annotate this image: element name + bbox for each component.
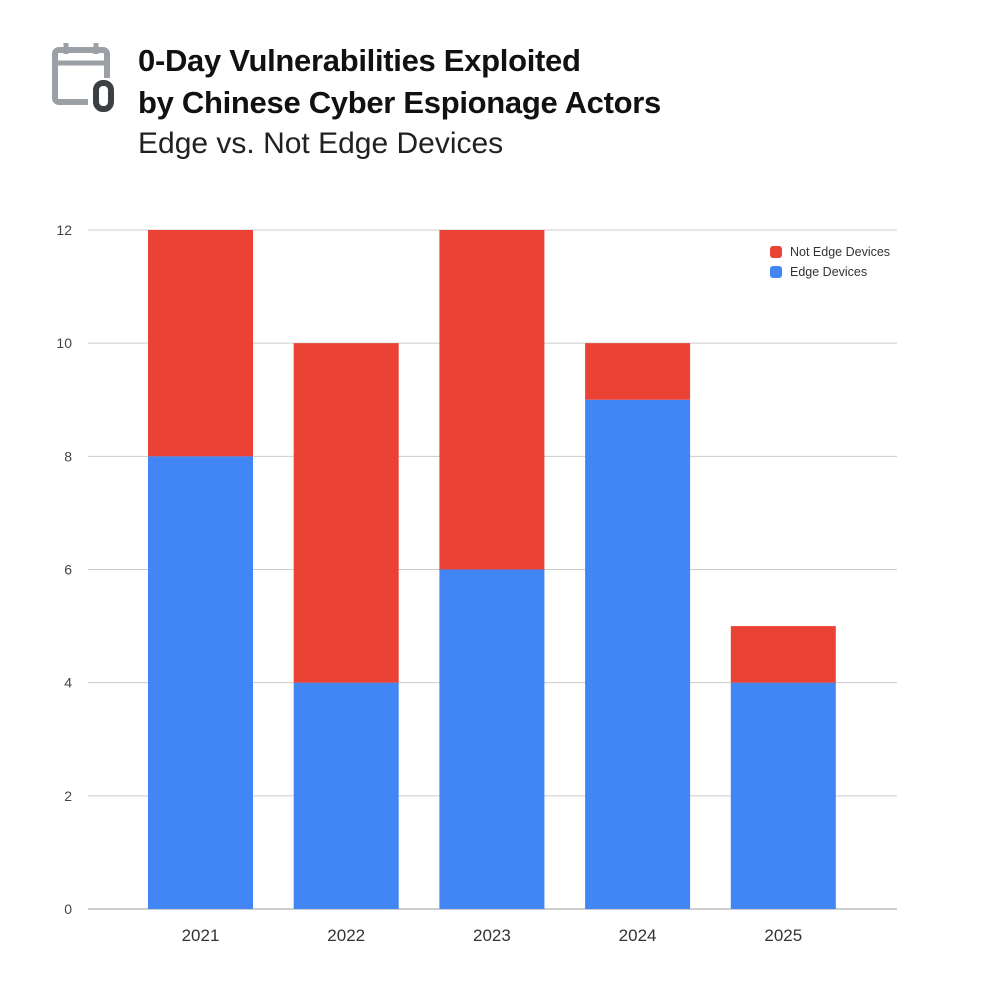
y-tick-label: 8 bbox=[64, 448, 72, 464]
bar-edge-devices-2023 bbox=[439, 569, 545, 909]
legend-label: Edge Devices bbox=[790, 265, 867, 279]
x-tick-label: 2022 bbox=[327, 926, 365, 945]
bar-not-edge-devices-2024 bbox=[585, 343, 691, 400]
y-tick-label: 2 bbox=[64, 788, 72, 804]
calendar-zero-icon bbox=[50, 40, 130, 120]
x-tick-label: 2023 bbox=[473, 926, 511, 945]
y-tick-label: 12 bbox=[56, 222, 72, 238]
bar-not-edge-devices-2021 bbox=[148, 230, 253, 457]
chart-title-block: 0-Day Vulnerabilities Exploited by Chine… bbox=[138, 40, 661, 164]
bar-edge-devices-2025 bbox=[730, 682, 836, 909]
bar-edge-devices-2021 bbox=[148, 456, 253, 909]
bar-not-edge-devices-2023 bbox=[439, 230, 545, 570]
bar-edge-devices-2024 bbox=[585, 399, 691, 909]
x-tick-label: 2024 bbox=[619, 926, 657, 945]
y-tick-label: 0 bbox=[64, 901, 72, 917]
x-tick-label: 2025 bbox=[764, 926, 802, 945]
legend-swatch bbox=[770, 246, 782, 258]
y-tick-label: 6 bbox=[64, 562, 72, 578]
legend-label: Not Edge Devices bbox=[790, 245, 890, 259]
legend-swatch bbox=[770, 266, 782, 278]
bar-edge-devices-2022 bbox=[293, 682, 399, 909]
bar-not-edge-devices-2022 bbox=[293, 343, 399, 683]
y-tick-label: 4 bbox=[64, 675, 72, 691]
x-tick-label: 2021 bbox=[182, 926, 220, 945]
chart-title-line1: 0-Day Vulnerabilities Exploited bbox=[138, 43, 581, 78]
y-tick-label: 10 bbox=[56, 335, 72, 351]
chart-subtitle: Edge vs. Not Edge Devices bbox=[138, 127, 504, 160]
bar-not-edge-devices-2025 bbox=[730, 626, 836, 683]
chart-title-line2: by Chinese Cyber Espionage Actors bbox=[138, 85, 661, 120]
